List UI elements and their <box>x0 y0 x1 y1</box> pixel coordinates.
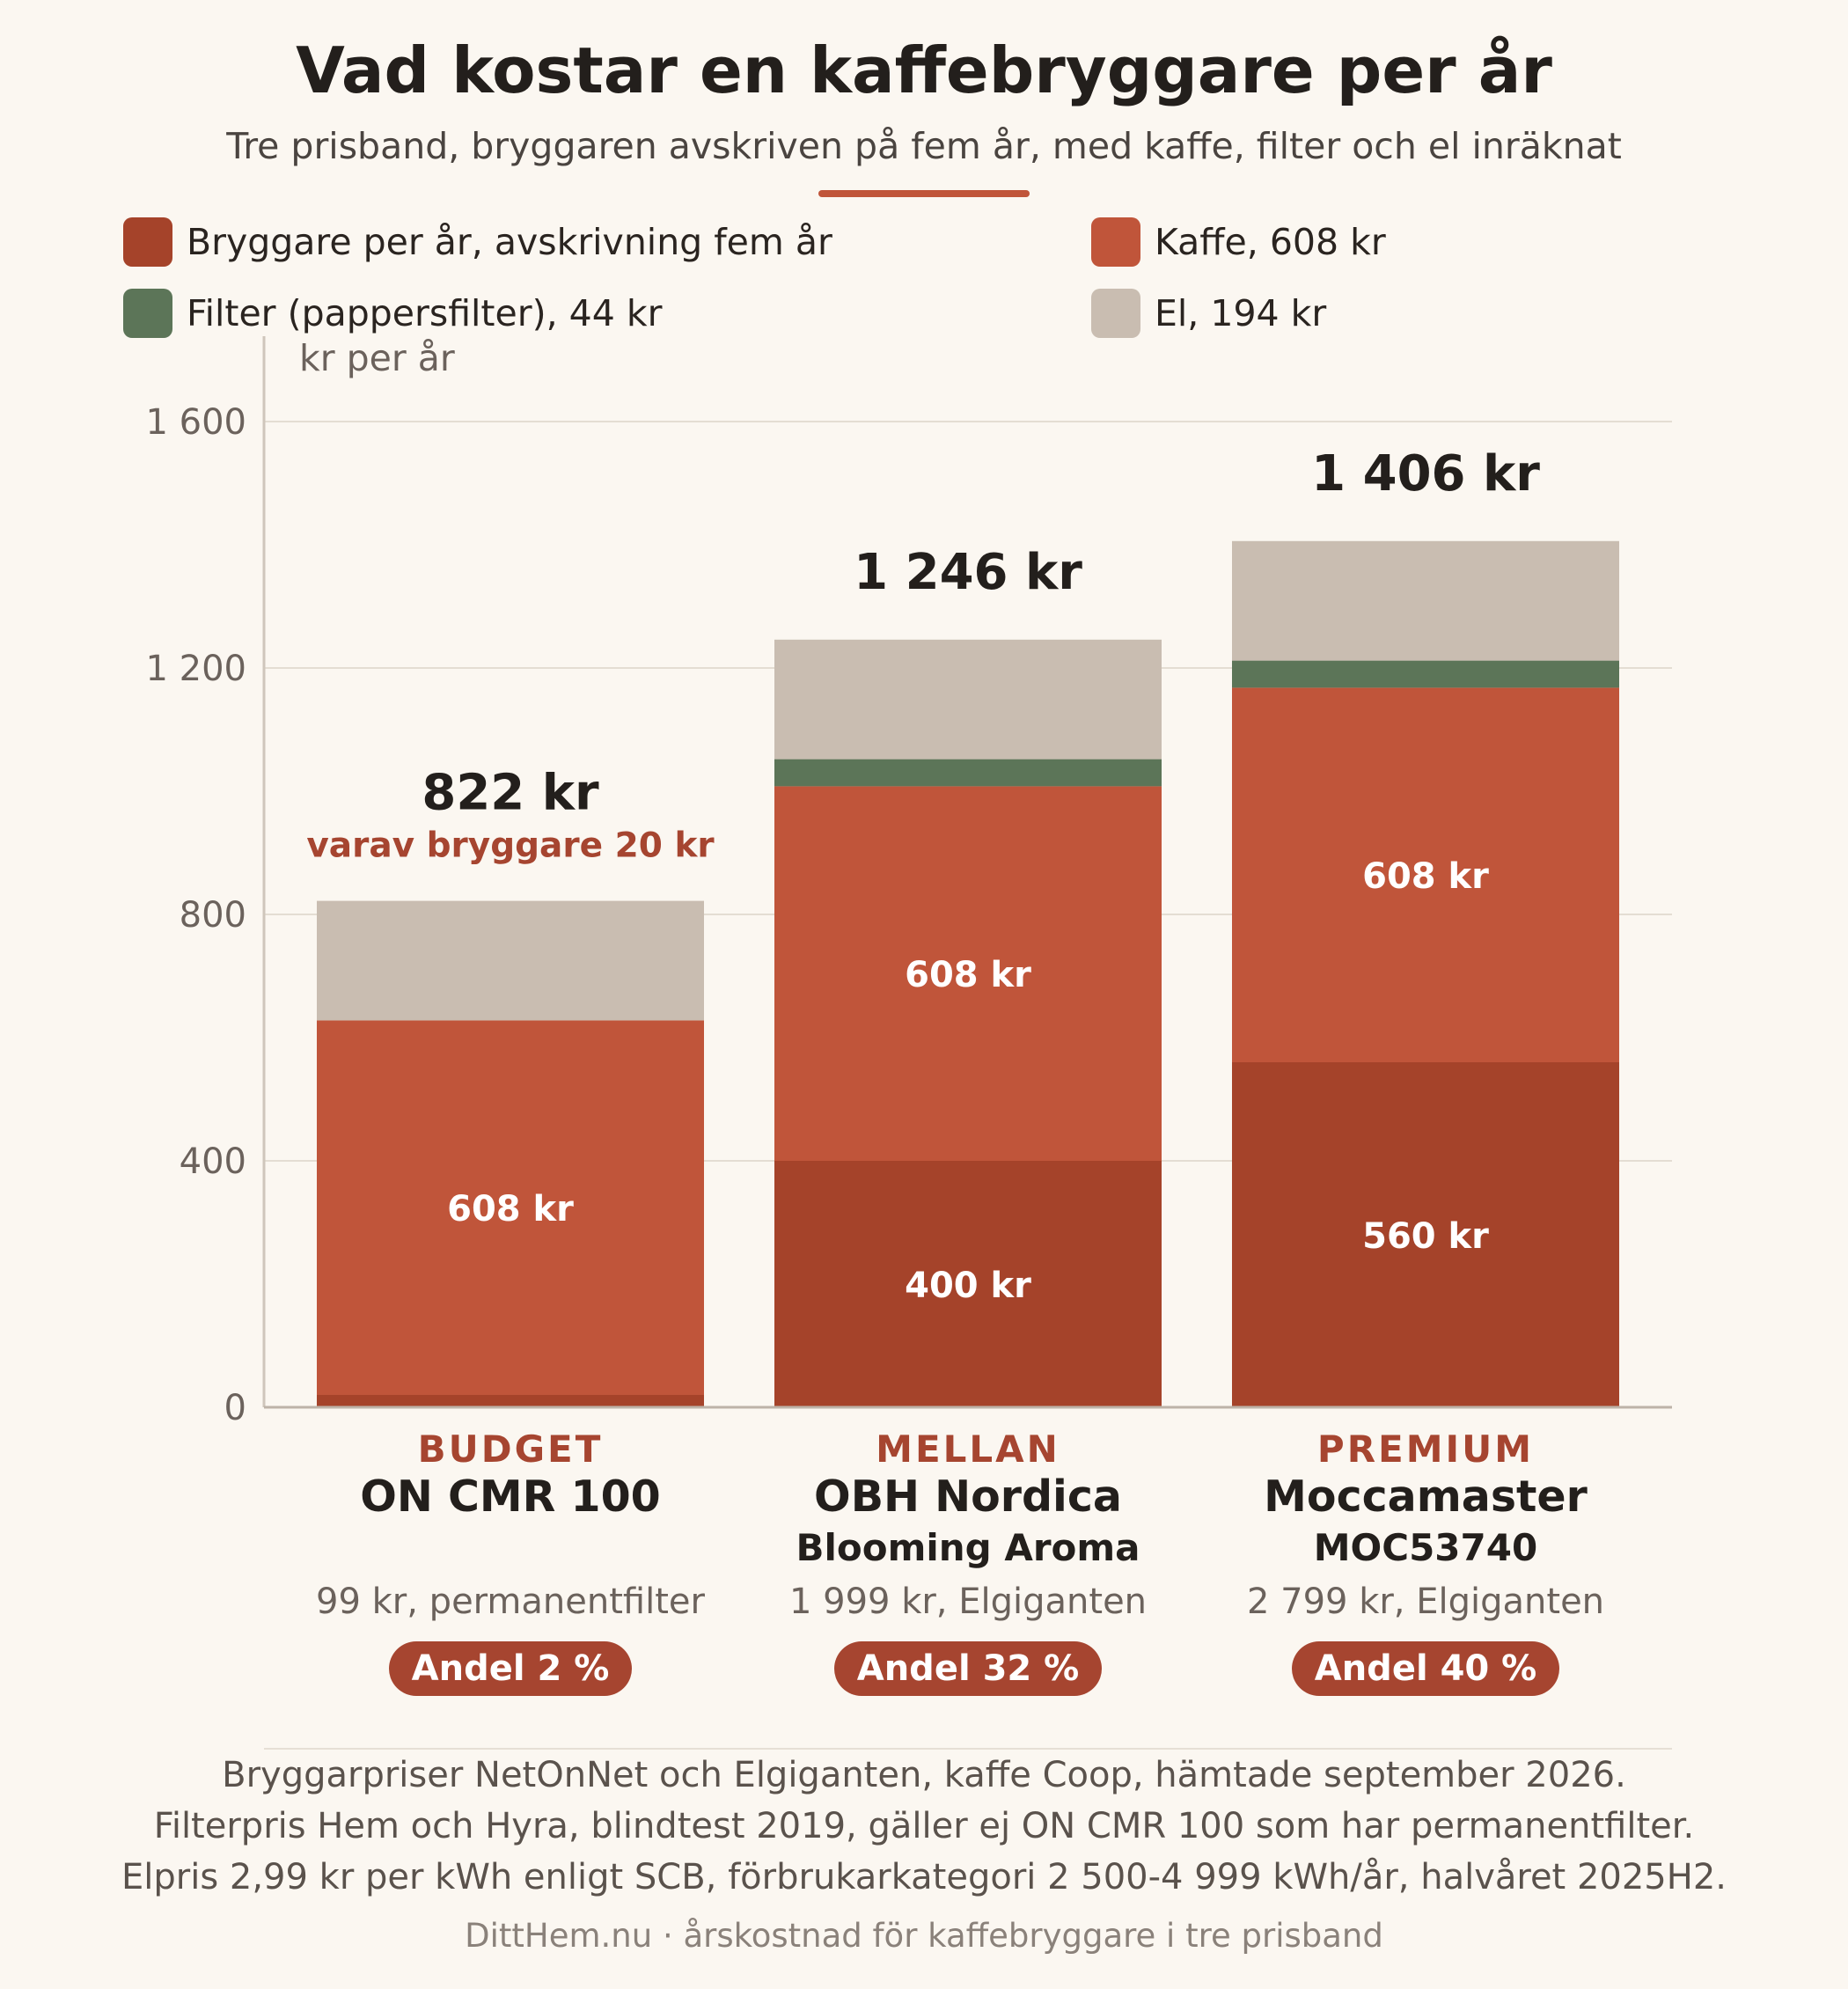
category-price: 2 799 kr, Elgiganten <box>1246 1582 1605 1622</box>
y-tick-label: 800 <box>180 895 246 936</box>
category-model-line2 <box>282 1523 739 1573</box>
category-model: OBH Nordica <box>814 1472 1122 1522</box>
total-label: 1 406 kr <box>1311 445 1540 503</box>
bar-segment <box>1232 687 1619 1062</box>
segment-label: 608 kr <box>447 1189 574 1229</box>
bar-segment <box>317 1020 704 1395</box>
bar-segment <box>317 1395 704 1407</box>
footer-line-2: Filterpris Hem och Hyra, blindtest 2019,… <box>153 1806 1695 1846</box>
legend-swatch-filter <box>123 289 172 338</box>
bar-segment <box>774 759 1162 787</box>
bar-segment <box>1232 660 1619 688</box>
footer-line-3: Elpris 2,99 kr per kWh enligt SCB, förbr… <box>121 1857 1727 1897</box>
category-price: 1 999 kr, Elgiganten <box>788 1582 1148 1622</box>
bar-segment <box>774 639 1162 760</box>
total-label: 1 246 kr <box>854 544 1082 601</box>
category-model: Moccamaster <box>1264 1472 1588 1522</box>
chart-subtitle: Tre prisband, bryggaren avskriven på fem… <box>226 125 1622 167</box>
credit-line: DittHem.nu · årskostnad för kaffebryggar… <box>465 1917 1383 1955</box>
category-mellan: MELLAN OBH Nordica Blooming Aroma 1 999 … <box>739 1428 1197 1696</box>
y-tick-label: 1 200 <box>145 649 246 689</box>
y-tick-label: 1 600 <box>145 402 246 443</box>
segment-label: 608 kr <box>905 955 1031 995</box>
category-model: ON CMR 100 <box>360 1472 661 1522</box>
share-badge: Andel 40 % <box>1291 1641 1560 1696</box>
legend-swatch-kaffe <box>1091 217 1140 267</box>
bar-segment <box>317 900 704 1021</box>
bar-segment <box>774 1161 1162 1407</box>
segment-label: 560 kr <box>1362 1216 1489 1257</box>
footer-line-1: Bryggarpriser NetOnNet och Elgiganten, k… <box>222 1755 1626 1795</box>
category-band: BUDGET <box>417 1428 604 1471</box>
y-tick-label: 0 <box>224 1388 246 1428</box>
category-band: PREMIUM <box>1316 1428 1535 1471</box>
legend-label-bryggare: Bryggare per år, avskrivning fem år <box>187 221 832 263</box>
y-axis-label: kr per år <box>299 337 455 379</box>
bar-segment <box>1232 540 1619 661</box>
legend-label-el: El, 194 kr <box>1155 292 1327 334</box>
share-badge: Andel 2 % <box>388 1641 633 1696</box>
legend-label-filter: Filter (pappersfilter), 44 kr <box>187 292 663 334</box>
legend-item-bryggare: Bryggare per år, avskrivning fem år <box>123 217 832 267</box>
legend-item-filter: Filter (pappersfilter), 44 kr <box>123 289 662 338</box>
legend-item-kaffe: Kaffe, 608 kr <box>1091 217 1386 267</box>
title-divider <box>818 190 1030 197</box>
category-premium: PREMIUM Moccamaster MOC53740 2 799 kr, E… <box>1197 1428 1654 1696</box>
category-model-line2: MOC53740 <box>1313 1526 1538 1569</box>
chart-title: Vad kostar en kaffebryggare per år <box>296 33 1552 107</box>
bar-segment <box>1232 1062 1619 1407</box>
share-badge: Andel 32 % <box>833 1641 1103 1696</box>
footer-divider <box>264 1748 1672 1750</box>
category-band: MELLAN <box>876 1428 1060 1471</box>
bryggare-annotation: varav bryggare 20 kr <box>306 826 715 866</box>
segment-label: 400 kr <box>905 1266 1031 1306</box>
y-tick-label: 400 <box>180 1141 246 1182</box>
total-label: 822 kr <box>422 765 599 822</box>
legend-label-kaffe: Kaffe, 608 kr <box>1155 221 1386 263</box>
category-price: 99 kr, permanentfilter <box>316 1582 705 1622</box>
legend-swatch-bryggare <box>123 217 172 267</box>
legend-swatch-el <box>1091 289 1140 338</box>
category-budget: BUDGET ON CMR 100 99 kr, permanentfilter… <box>282 1428 739 1696</box>
bar-segment <box>774 786 1162 1161</box>
segment-label: 608 kr <box>1362 856 1489 897</box>
category-model-line2: Blooming Aroma <box>796 1526 1140 1569</box>
legend-item-el: El, 194 kr <box>1091 289 1326 338</box>
